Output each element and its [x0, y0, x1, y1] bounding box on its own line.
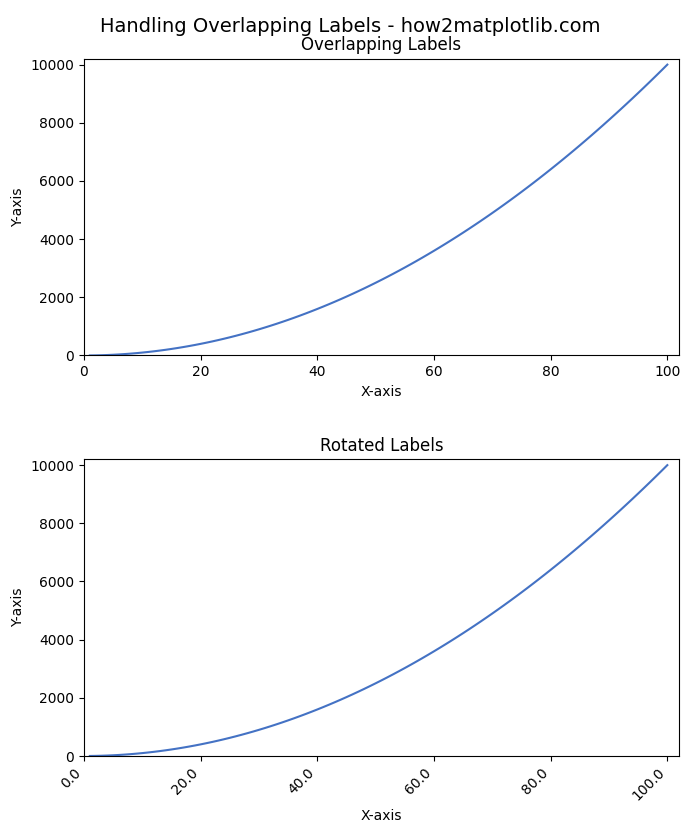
Title: Overlapping Labels: Overlapping Labels — [302, 36, 461, 55]
X-axis label: X-axis: X-axis — [360, 385, 402, 399]
Text: Handling Overlapping Labels - how2matplotlib.com: Handling Overlapping Labels - how2matplo… — [99, 17, 601, 36]
X-axis label: X-axis: X-axis — [360, 809, 402, 823]
Title: Rotated Labels: Rotated Labels — [320, 437, 443, 455]
Y-axis label: Y-axis: Y-axis — [10, 187, 25, 227]
Y-axis label: Y-axis: Y-axis — [10, 588, 25, 627]
